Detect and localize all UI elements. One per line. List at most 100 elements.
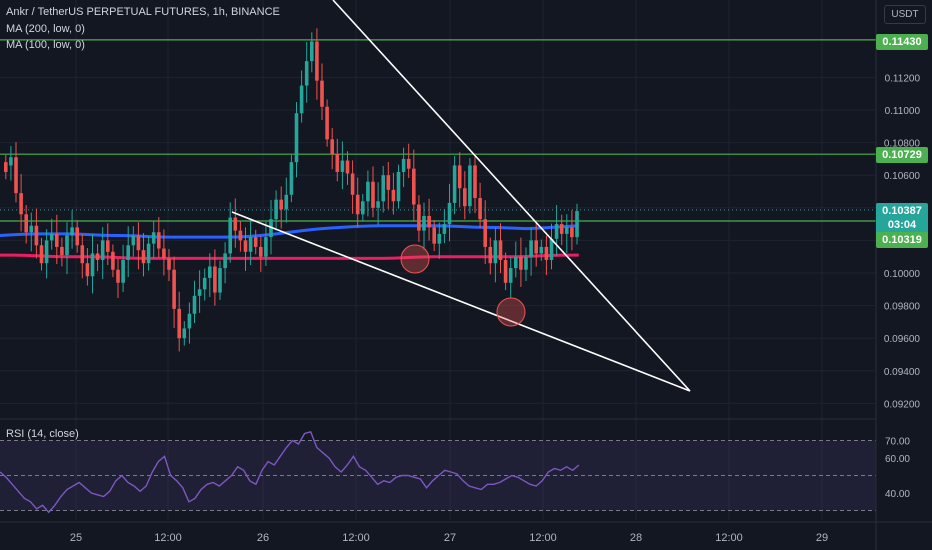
candle-body [279, 199, 283, 210]
candle [284, 177, 289, 223]
candle-body [361, 201, 365, 215]
candle-body [4, 162, 8, 172]
rsi-y-tick-label: 60.00 [885, 454, 910, 465]
x-tick-label: 25 [70, 532, 82, 544]
candle [90, 234, 95, 294]
candle [483, 200, 487, 265]
candle-body [299, 85, 304, 114]
candle [151, 221, 156, 259]
candle-body [197, 289, 202, 296]
candle [44, 229, 49, 279]
currency-button[interactable]: USDT [884, 5, 926, 24]
candle-body [39, 245, 44, 264]
candle [350, 160, 355, 214]
candle [177, 291, 181, 352]
candle [289, 154, 294, 203]
candle-body [136, 235, 141, 251]
candle [111, 244, 115, 278]
candle [233, 198, 238, 248]
candle [34, 208, 39, 259]
candle-body [167, 258, 171, 270]
candle-body [294, 113, 299, 163]
candle-body [131, 235, 136, 246]
candle-body [340, 160, 345, 172]
candle [325, 99, 329, 147]
candle-body [208, 266, 212, 278]
candle [524, 247, 528, 281]
candle [70, 210, 74, 249]
candle-body [427, 215, 431, 228]
candle-body [488, 246, 493, 264]
x-tick-label: 26 [257, 532, 269, 544]
candle-body [100, 240, 105, 260]
lower-trendline [231, 211, 691, 392]
x-tick-label: 12:00 [715, 532, 743, 544]
candle-body [259, 246, 263, 257]
highlight-circle [496, 297, 526, 327]
candle-body [345, 160, 350, 174]
candle-body [565, 227, 569, 234]
candle-body [325, 106, 329, 140]
candle-body [202, 277, 207, 290]
candle [55, 214, 59, 265]
candle-body [34, 225, 39, 246]
currency-label: USDT [891, 9, 919, 20]
candle [213, 249, 217, 306]
candle [253, 229, 258, 255]
candle [519, 237, 523, 287]
candle-body [401, 158, 406, 172]
candle-body [544, 246, 549, 260]
candle [340, 141, 345, 190]
candle [95, 244, 100, 272]
price-tag-resistance-2: 0.10729 [876, 147, 928, 163]
candle [167, 249, 171, 281]
candle [187, 302, 192, 344]
candle [493, 227, 498, 283]
candle [549, 223, 554, 270]
candle [259, 235, 263, 272]
candle [141, 233, 146, 277]
candle-body [223, 253, 227, 269]
rsi-y-tick-label: 70.00 [885, 437, 910, 448]
candle-body [248, 237, 253, 252]
candle [24, 205, 28, 244]
candle-body [570, 227, 574, 238]
candle-body [289, 162, 294, 195]
candle [243, 227, 248, 271]
candle-body [218, 268, 222, 293]
candle [9, 146, 13, 181]
candle-body [412, 168, 416, 205]
legend-ma100[interactable]: MA (100, low, 0) [6, 39, 85, 51]
candle [565, 214, 569, 253]
candle-body [24, 214, 28, 233]
candle-body [355, 194, 360, 215]
candle-body [9, 157, 13, 166]
candle-body [157, 232, 161, 249]
candle-body [65, 235, 69, 256]
candle [508, 256, 513, 298]
candle [202, 268, 207, 301]
candle-body [304, 61, 309, 86]
x-tick-label: 12:00 [529, 532, 557, 544]
candle [228, 202, 232, 263]
candle-body [366, 181, 370, 202]
candle [417, 195, 421, 242]
legend-ma200[interactable]: MA (200, low, 0) [6, 23, 85, 35]
candle [447, 183, 452, 242]
candle-body [141, 250, 146, 264]
candle-body [192, 295, 197, 314]
rsi-pane: 40.00 60.00 70.00 [0, 430, 910, 514]
candle-body [350, 173, 355, 195]
candle-body [162, 248, 166, 259]
candle [320, 63, 324, 120]
candle [85, 248, 90, 286]
candle-body [549, 238, 554, 260]
markers [400, 244, 526, 327]
candle-body [381, 175, 385, 202]
y-tick-label: 0.11000 [885, 106, 921, 117]
candle-body [19, 193, 23, 215]
candle [386, 161, 391, 209]
legend-rsi[interactable]: RSI (14, close) [6, 428, 79, 440]
candle [39, 237, 44, 271]
